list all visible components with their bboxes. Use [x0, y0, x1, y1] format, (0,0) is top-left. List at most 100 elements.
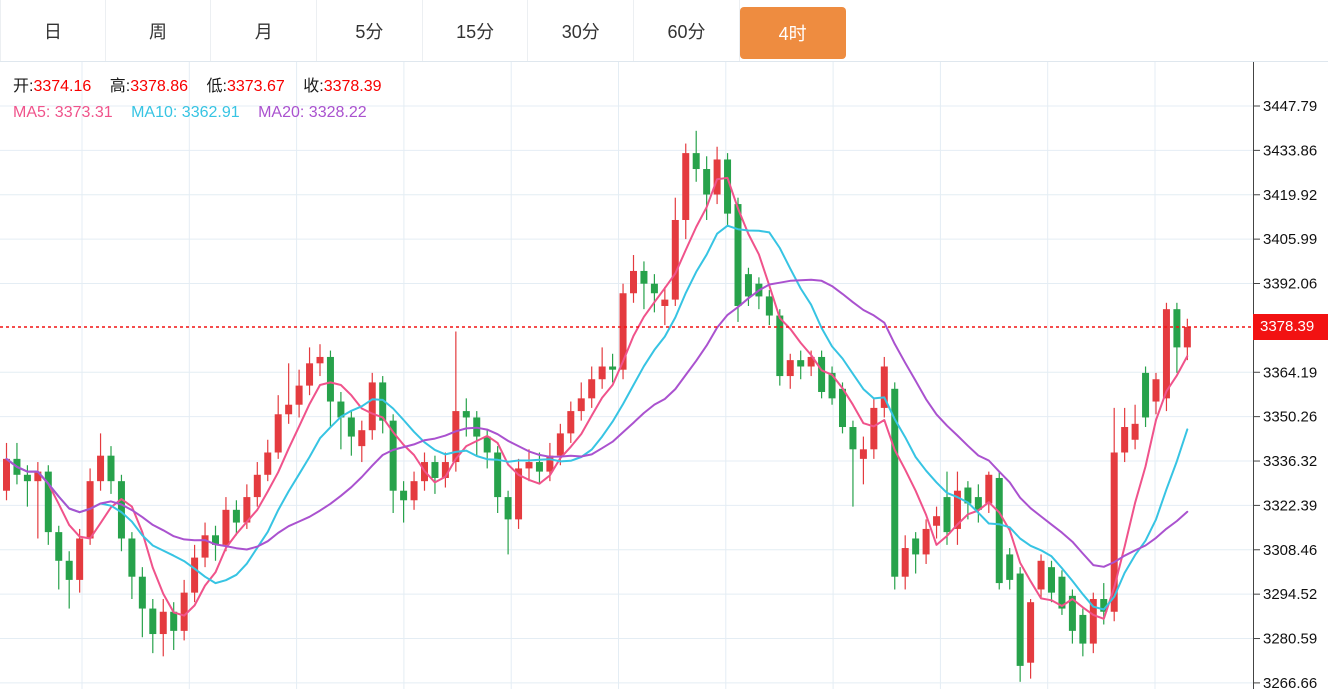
tab-15分[interactable]: 15分	[422, 0, 529, 61]
gridlines	[0, 62, 1253, 689]
candle-down	[734, 204, 742, 306]
candle-up	[661, 299, 669, 306]
candle-up	[316, 356, 324, 364]
candle-up	[567, 411, 575, 434]
candle-down	[117, 481, 125, 539]
candle-down	[170, 611, 178, 631]
candle-up	[671, 219, 679, 300]
candle-up	[922, 528, 930, 555]
candle-up	[870, 407, 878, 450]
candle-down	[212, 535, 219, 545]
candle-down	[891, 388, 899, 577]
candle-down	[326, 356, 334, 402]
candle-down	[149, 608, 157, 635]
candle-up	[1183, 327, 1191, 348]
candle-up	[1089, 599, 1097, 644]
candle-down	[828, 372, 836, 399]
candle-up	[274, 414, 282, 453]
candle-down	[462, 411, 470, 418]
candle-down	[943, 497, 951, 533]
candle-down	[964, 487, 972, 504]
tab-60分[interactable]: 60分	[634, 0, 740, 61]
chart-canvas[interactable]: 3447.79 3433.86 3419.92 3405.99 3392.06 3364.…	[0, 62, 1328, 689]
candle-up	[1110, 452, 1118, 612]
candle-down	[44, 471, 52, 533]
candle-down	[1100, 599, 1108, 612]
candle-up	[786, 360, 794, 377]
candle-up	[588, 379, 596, 399]
candle-up	[1152, 379, 1160, 402]
candle-up	[556, 433, 564, 456]
tab-周[interactable]: 周	[105, 0, 212, 61]
candle-up	[34, 471, 42, 482]
candle-down	[1173, 309, 1181, 348]
candle-down	[138, 576, 146, 609]
candle-down	[483, 436, 491, 453]
candle-up	[807, 356, 815, 367]
axis-tick-label: 3266.66	[1263, 675, 1317, 689]
candle-down	[1142, 372, 1150, 418]
axis-tick-label: 3308.46	[1263, 542, 1317, 559]
candle-down	[232, 509, 240, 523]
candle-up	[180, 592, 188, 631]
candle-down	[650, 283, 658, 294]
candle-down	[640, 270, 648, 284]
candle-up	[358, 430, 366, 447]
candle-up	[859, 449, 867, 459]
candlestick-chart[interactable]: 3447.79 3433.86 3419.92 3405.99 3392.06 3364.…	[0, 62, 1328, 689]
axis-tick-label: 3433.86	[1263, 142, 1317, 159]
tab-30分[interactable]: 30分	[528, 0, 635, 61]
tab-月[interactable]: 月	[211, 0, 318, 61]
tab-5分[interactable]: 5分	[317, 0, 423, 61]
candle-up	[243, 497, 251, 523]
axis-tick-label: 3419.92	[1263, 187, 1317, 204]
candle-up	[546, 455, 554, 472]
tab-4时[interactable]: 4时	[739, 7, 846, 59]
candle-down	[347, 417, 355, 437]
candle-up	[1131, 423, 1139, 440]
candle-down	[1016, 573, 1024, 666]
candle-up	[901, 548, 909, 577]
candle-down	[797, 360, 805, 367]
axis-tick-label: 3405.99	[1263, 231, 1317, 248]
candle-up	[515, 468, 523, 520]
candle-up	[1121, 427, 1129, 453]
axis-tick-label: 3280.59	[1263, 631, 1317, 648]
candle-up	[933, 516, 941, 526]
candle-down	[1068, 595, 1076, 631]
candle-up	[619, 293, 627, 370]
candle-up	[264, 452, 272, 475]
y-axis-labels: 3447.79 3433.86 3419.92 3405.99 3392.06 3364.…	[1253, 98, 1317, 689]
candle-down	[107, 455, 115, 482]
current-price-tag: 3378.39	[1253, 314, 1328, 341]
candle-down	[379, 382, 387, 421]
candle-up	[598, 366, 606, 380]
candle-down	[609, 366, 617, 370]
candle-down	[912, 538, 920, 555]
candle-down	[974, 497, 982, 510]
candle-down	[1079, 614, 1087, 644]
candle-down	[1058, 576, 1066, 609]
candle-up	[1037, 560, 1045, 590]
candle-down	[1006, 554, 1014, 580]
candle-down	[65, 560, 73, 580]
candle-down	[995, 477, 1003, 584]
candle-down	[1048, 567, 1055, 593]
candles	[3, 130, 1191, 682]
tab-日[interactable]: 日	[0, 0, 106, 61]
candle-up	[295, 385, 303, 405]
candle-up	[285, 404, 293, 415]
candle-up	[630, 270, 637, 294]
candle-up	[159, 611, 167, 635]
candle-down	[431, 462, 439, 478]
axis-tick-label: 3447.79	[1263, 98, 1317, 115]
candle-up	[713, 159, 721, 195]
candle-up	[577, 398, 585, 412]
ma10-line	[5, 224, 1189, 611]
candle-down	[724, 159, 732, 214]
candle-up	[191, 557, 199, 593]
candle-up	[97, 455, 105, 482]
candle-up	[953, 490, 961, 529]
candle-down	[128, 538, 136, 577]
